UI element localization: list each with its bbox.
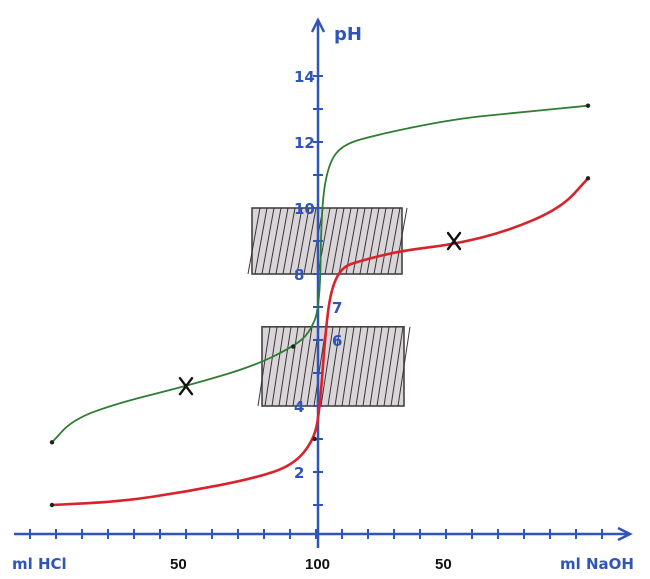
hatch-line xyxy=(366,207,380,275)
hatch-line xyxy=(327,326,341,407)
hatch-line xyxy=(334,326,348,407)
hatch-line xyxy=(261,207,275,275)
x-tick-label-100: 100 xyxy=(305,556,330,573)
y-tick-label: 10 xyxy=(294,200,315,218)
hatch-line xyxy=(390,326,404,407)
hatch-line xyxy=(303,207,317,275)
hatch-line xyxy=(373,207,387,275)
y-tick-label: 14 xyxy=(294,68,315,86)
hatch-line xyxy=(278,326,292,407)
y-tick-label: 6 xyxy=(332,332,342,350)
hatch-line xyxy=(268,207,282,275)
labels: pH ml HCl ml NaOH 50 100 50 xyxy=(12,24,634,573)
x-marker-stroke xyxy=(446,231,462,251)
hatch-line xyxy=(282,207,296,275)
hatch-line xyxy=(331,207,345,275)
hatch-line xyxy=(376,326,390,407)
x-marker-stroke xyxy=(178,377,194,396)
data-point xyxy=(585,176,591,181)
series-line xyxy=(50,177,590,507)
y-tick-label: 4 xyxy=(294,398,304,416)
data-point xyxy=(291,344,296,349)
y-axis-label: pH xyxy=(334,24,362,45)
x-label-hcl: ml HCl xyxy=(12,555,67,573)
data-point xyxy=(312,436,317,442)
x-tick-label-left-50: 50 xyxy=(170,556,187,573)
y-tick-label: 7 xyxy=(332,299,342,317)
x-marker-icon xyxy=(446,231,462,251)
y-tick-label: 12 xyxy=(294,134,315,152)
x-axis-arrow-icon xyxy=(617,526,633,542)
hatch-line xyxy=(292,326,306,407)
hatch-line xyxy=(320,326,334,407)
hatch-line xyxy=(254,207,268,275)
x-label-naoh: ml NaOH xyxy=(560,555,634,573)
y-tick-label: 2 xyxy=(294,464,304,482)
hatch-line xyxy=(348,326,362,407)
hatch-line xyxy=(383,326,397,407)
hatch-line xyxy=(275,207,289,275)
x-tick-label-right-50: 50 xyxy=(435,556,452,573)
data-point xyxy=(49,440,55,445)
hatch-line xyxy=(394,207,408,275)
hatch-line xyxy=(355,326,369,407)
hatch-line xyxy=(285,326,299,407)
hatch-line xyxy=(380,207,394,275)
hatch-line xyxy=(345,207,359,275)
hatch-line xyxy=(271,326,285,407)
hatch-line xyxy=(289,207,303,275)
hatch-line xyxy=(338,207,352,275)
hatch-line xyxy=(324,207,338,275)
hatch-line xyxy=(362,326,376,407)
y-axis-arrow-icon xyxy=(310,17,326,33)
hatch-line xyxy=(359,207,373,275)
shaded-ranges xyxy=(247,207,411,407)
data-point xyxy=(585,103,591,108)
hatch-line xyxy=(299,326,313,407)
x-marker-icon xyxy=(178,377,194,396)
y-tick-label: 8 xyxy=(294,266,304,284)
hatch-line xyxy=(341,326,355,407)
hatch-line xyxy=(247,207,261,275)
hatch-line xyxy=(264,326,278,407)
hatch-line xyxy=(296,207,310,275)
hatch-line xyxy=(369,326,383,407)
curves xyxy=(49,103,591,508)
data-point xyxy=(49,502,55,508)
hatch-line xyxy=(397,326,411,407)
axes: 2 4 6 7 8 10 12 14 xyxy=(14,17,633,548)
series-line xyxy=(51,104,589,444)
hatch-line xyxy=(387,207,401,275)
hatch-line xyxy=(257,326,271,407)
